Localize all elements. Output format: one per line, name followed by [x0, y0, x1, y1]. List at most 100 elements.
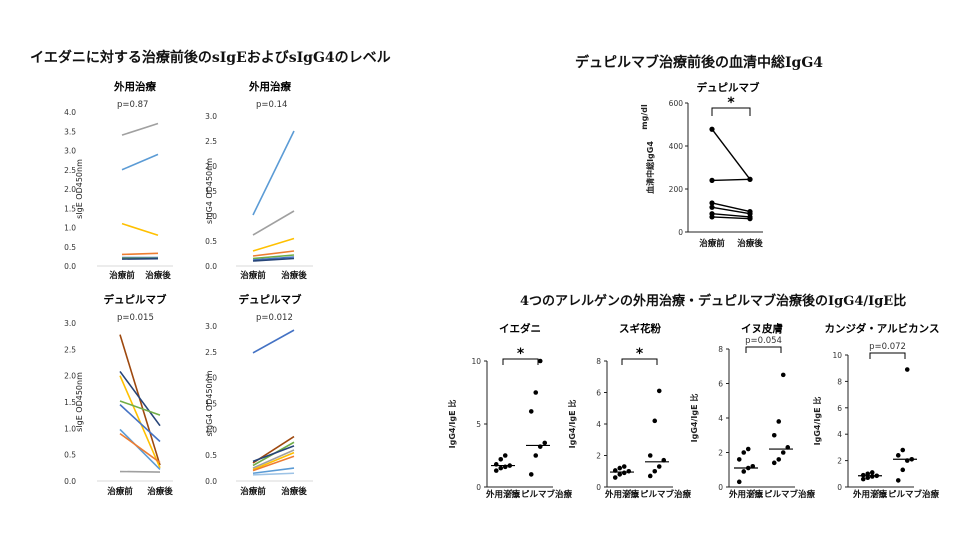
chart-2: 外用治療 p=0.14 0.0 0.5 1.0 1.5 2.0 2.5 3.0 sIgG4 OD4…	[205, 80, 313, 281]
data-point	[498, 465, 504, 471]
series-line	[711, 128, 751, 180]
chart-title: 外用治療	[248, 80, 291, 93]
x-category-label: デュピルマブ治療	[504, 489, 573, 500]
significance-marker: *	[727, 95, 735, 111]
data-point	[750, 464, 756, 469]
left-section-title: イエダニに対する治療前後のsIgEおよびsIgG4のレベル	[30, 50, 391, 66]
series-line	[252, 254, 295, 260]
data-point	[498, 456, 504, 462]
y-axis-label: IgG4/IgE 比	[567, 400, 577, 449]
series-line	[252, 455, 295, 472]
data-point	[502, 453, 508, 458]
y-axis-label: sIgE OD450nm	[75, 372, 84, 432]
data-point	[533, 390, 539, 395]
x-category-label: 治療前	[240, 486, 266, 497]
significance-marker: *	[517, 346, 525, 362]
chart-5: デュピルマブ 0 200 400 600 血清中総IgG4 治療前 治療後 mg/dl *	[640, 81, 763, 249]
x-category-label: 治療後	[281, 486, 307, 497]
significance-bracket	[502, 358, 539, 365]
data-point	[745, 446, 751, 452]
y-tick-label: 3.0	[205, 112, 217, 121]
y-tick-label: 0	[837, 483, 842, 492]
y-tick-label: 1.0	[205, 212, 217, 221]
data-point	[745, 465, 751, 471]
data-point	[780, 372, 786, 378]
x-category-label: 外用治療	[728, 489, 764, 500]
data-point	[736, 457, 742, 462]
y-tick-label: 2.5	[64, 166, 76, 175]
significance-marker: *	[636, 346, 644, 362]
data-point	[771, 460, 777, 466]
series-line	[252, 257, 295, 262]
data-point	[528, 472, 534, 477]
data-point	[736, 479, 742, 485]
y-tick-label: 8	[837, 377, 842, 386]
data-point	[900, 467, 906, 473]
series-line	[119, 375, 161, 469]
data-point	[895, 478, 901, 483]
x-category-label: デュピルマブ治療	[623, 489, 692, 500]
data-point	[869, 470, 875, 475]
data-point	[771, 432, 777, 438]
data-point	[652, 468, 658, 474]
y-tick-label: 3.5	[64, 127, 76, 136]
y-tick-label: 6	[596, 389, 601, 398]
y-tick-label: 600	[669, 99, 684, 108]
x-category-label: 治療前	[109, 270, 135, 281]
y-axis-label: 血清中総IgG4	[645, 141, 655, 194]
data-point	[869, 474, 875, 479]
series-line	[252, 250, 295, 257]
series-line	[252, 210, 295, 236]
y-tick-label: 0.0	[64, 477, 76, 486]
y-tick-label: 0.0	[64, 262, 76, 271]
series-line	[711, 202, 751, 213]
total-igg4-section-title: デュピルマブ治療前後の血清中総IgG4	[575, 55, 824, 71]
data-point	[493, 468, 499, 473]
p-value-label: p=0.87	[117, 100, 148, 110]
data-point	[617, 472, 623, 477]
series-line	[711, 213, 751, 218]
data-point	[617, 465, 623, 471]
data-point	[621, 464, 627, 469]
series-line	[121, 252, 159, 256]
y-tick-label: 1.0	[64, 424, 76, 433]
data-point	[652, 418, 658, 424]
series-line	[119, 404, 161, 443]
series-line	[252, 451, 295, 471]
data-point	[909, 456, 915, 462]
p-value-label: p=0.072	[869, 342, 906, 352]
x-category-label: デュピルマブ治療	[871, 489, 940, 500]
data-point	[528, 409, 534, 414]
y-tick-label: 3.0	[64, 319, 76, 328]
x-category-label: 外用治療	[852, 489, 888, 500]
y-axis-label: IgG4/IgE 比	[812, 397, 822, 446]
y-tick-label: 2.0	[64, 185, 76, 194]
significance-bracket	[621, 358, 658, 365]
data-point	[785, 445, 791, 450]
chart-title: イエダニ	[499, 322, 541, 335]
ratio-section-title: 4つのアレルゲンの外用治療・デュピルマブ治療後のIgG4/IgE比	[520, 294, 907, 309]
y-tick-label: 1.0	[205, 425, 217, 434]
chart-4: デュピルマブ p=0.012 0.0 0.5 1.0 1.5 2.0 2.5 3.0 sIgG4 …	[205, 293, 313, 497]
data-point	[741, 469, 747, 474]
data-point	[874, 473, 880, 479]
series-line	[252, 329, 295, 354]
series-line	[252, 130, 295, 216]
x-category-label: デュピルマブ治療	[747, 489, 816, 500]
y-tick-label: 2	[596, 452, 601, 461]
x-category-label: 治療後	[281, 270, 307, 281]
data-point	[904, 458, 910, 463]
data-point	[656, 464, 662, 469]
x-category-label: 治療後	[737, 238, 763, 249]
data-point	[865, 475, 871, 481]
unit-label: mg/dl	[640, 104, 649, 130]
data-point	[747, 176, 753, 182]
y-tick-label: 2.5	[64, 345, 76, 354]
data-point	[612, 468, 618, 473]
data-point	[741, 450, 747, 455]
series-line	[119, 400, 161, 416]
series-line	[711, 216, 751, 220]
y-tick-label: 1.5	[205, 187, 217, 196]
